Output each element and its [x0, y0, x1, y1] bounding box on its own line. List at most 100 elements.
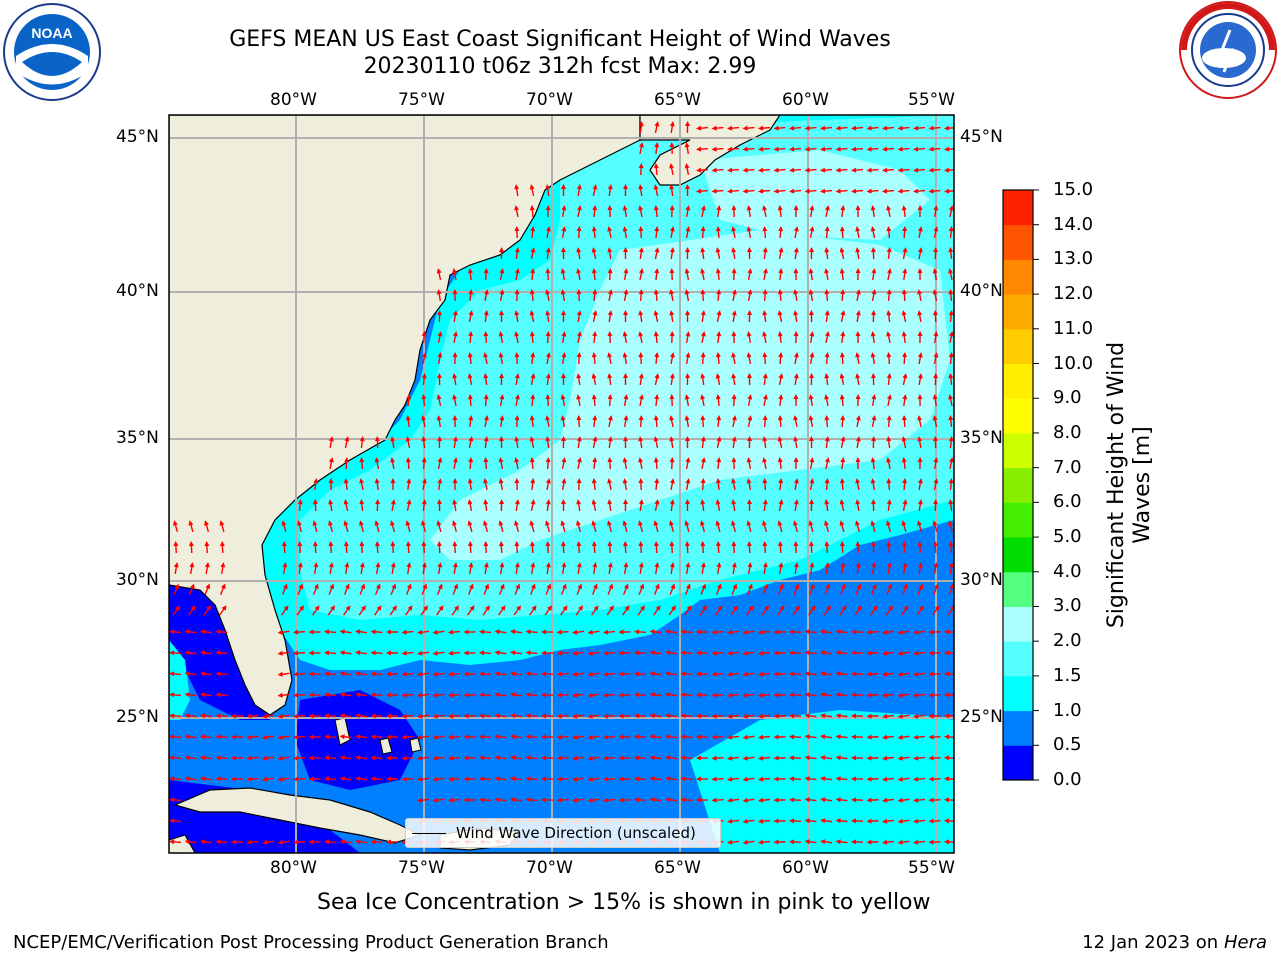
wave-arrow-head	[468, 457, 474, 463]
wave-arrow-head	[406, 499, 412, 505]
wave-arrow-head	[576, 331, 582, 337]
wave-arrow-head	[467, 352, 473, 358]
wave-arrow-head	[824, 268, 830, 274]
wave-arrow-head	[762, 478, 768, 484]
wave-arrow-head	[479, 776, 485, 782]
wave-arrow-head	[902, 352, 908, 358]
wave-arrow-head	[483, 310, 489, 316]
wave-arrow-head	[804, 167, 810, 173]
wave-arrow-head	[344, 436, 350, 442]
wave-arrow-head	[634, 776, 640, 782]
wave-arrow-head	[715, 478, 721, 484]
wave-arrow-head	[685, 331, 691, 337]
wave-arrow-head	[746, 457, 752, 463]
wave-arrow-head	[762, 205, 768, 211]
wave-arrow-head	[789, 146, 795, 152]
wave-arrow-head	[591, 394, 597, 400]
wave-arrow-head	[391, 583, 397, 590]
wave-arrow-head	[851, 797, 857, 803]
wave-arrow-head	[297, 499, 303, 505]
wave-arrow-head	[758, 839, 764, 845]
nws-logo	[1179, 1, 1277, 99]
wave-arrow-head	[944, 125, 950, 131]
wave-arrow-head	[510, 755, 516, 761]
wave-arrow-head	[545, 205, 551, 211]
wave-arrow-head	[622, 205, 628, 211]
wave-arrow-head	[731, 352, 737, 358]
wave-arrow-head	[169, 650, 175, 656]
wave-arrow-head	[483, 352, 489, 358]
wave-arrow-head	[468, 436, 474, 442]
wave-arrow-head	[188, 541, 194, 547]
wave-arrow-head	[591, 373, 597, 379]
wave-arrow-head	[374, 436, 380, 442]
wave-arrow-head	[587, 755, 593, 761]
wave-arrow-head	[928, 671, 934, 677]
wave-arrow-head	[277, 755, 283, 761]
wave-arrow-head	[917, 226, 923, 232]
wave-arrow-head	[529, 205, 535, 211]
colorbar-label: Significant Height of Wind Waves [m]	[1104, 341, 1155, 629]
plot-subtitle: 20230110 t06z 312h fcst Max: 2.99	[363, 54, 757, 79]
wave-arrow-head	[345, 605, 351, 611]
wave-arrow-head	[494, 692, 500, 698]
wave-arrow-head	[684, 184, 690, 190]
wave-arrow-head	[810, 605, 816, 611]
wave-arrow-head	[733, 605, 738, 611]
wave-arrow-head	[820, 167, 826, 173]
wave-arrow-head	[684, 289, 690, 295]
wave-arrow-head	[530, 268, 536, 274]
colorbar-segment	[1003, 606, 1033, 642]
wave-arrow-head	[696, 629, 702, 635]
wave-arrow-head	[448, 776, 454, 782]
wave-arrow-head	[839, 394, 845, 400]
wave-arrow-head	[824, 457, 830, 463]
wave-arrow-head	[773, 629, 779, 635]
wave-arrow-head	[308, 671, 314, 677]
wave-arrow-head	[762, 457, 768, 463]
wave-arrow-head	[417, 650, 423, 656]
wave-arrow-head	[587, 797, 593, 803]
wave-arrow-head	[432, 629, 438, 635]
wave-arrow-head	[932, 436, 938, 442]
wave-arrow-head	[665, 713, 671, 719]
wave-arrow-head	[401, 650, 407, 656]
wave-arrow-head	[623, 184, 629, 190]
wave-arrow-head	[684, 394, 690, 400]
wave-arrow-head	[944, 650, 950, 656]
wave-arrow-head	[297, 541, 303, 547]
wave-arrow-head	[638, 247, 644, 253]
wave-arrow-head	[851, 650, 857, 656]
wave-arrow-head	[901, 436, 907, 442]
wave-arrow-head	[494, 734, 500, 740]
wave-arrow-head	[622, 331, 628, 337]
wave-arrow-head	[437, 310, 443, 316]
wave-arrow-head	[494, 713, 500, 719]
wave-arrow-head	[577, 583, 583, 590]
wave-arrow-head	[778, 352, 784, 358]
wave-arrow-head	[468, 310, 474, 316]
wave-arrow-head	[498, 520, 504, 526]
wave-arrow-head	[390, 541, 396, 547]
wave-arrow-head	[634, 650, 640, 656]
wave-arrow-head	[669, 520, 674, 526]
wave-arrow-head	[669, 289, 675, 295]
wave-arrow-head	[669, 247, 675, 253]
wave-arrow-head	[514, 562, 520, 568]
wave-arrow-head	[948, 478, 954, 484]
wave-arrow-head	[824, 415, 830, 421]
wave-arrow-head	[680, 776, 686, 782]
wave-arrow-head	[649, 692, 655, 698]
wave-arrow-head	[702, 605, 707, 611]
wave-arrow-head	[169, 671, 175, 677]
wave-arrow-head	[572, 650, 578, 656]
wave-arrow-head	[246, 755, 252, 761]
wave-arrow-head	[299, 605, 304, 611]
wave-arrow-head	[917, 331, 923, 337]
wave-arrow-head	[484, 583, 490, 590]
wave-arrow-head	[670, 583, 676, 590]
wave-arrow-head	[808, 289, 814, 295]
colorbar	[1003, 189, 1039, 781]
wave-arrow-head	[514, 394, 520, 400]
wave-arrow-head	[669, 142, 675, 148]
